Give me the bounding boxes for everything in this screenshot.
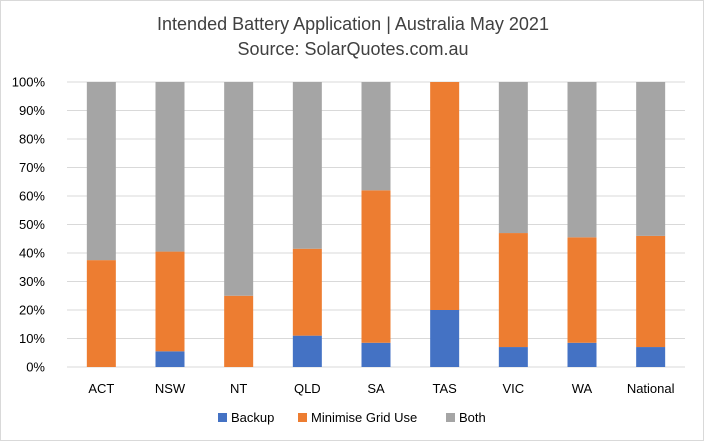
bar-segment: [292, 82, 322, 249]
x-tick-label: WA: [572, 381, 593, 396]
legend: Backup Minimise Grid Use Both: [218, 410, 486, 425]
y-tick-label: 90%: [19, 103, 45, 118]
y-tick-label: 60%: [19, 189, 45, 204]
y-tick-label: 10%: [19, 331, 45, 346]
bar-segment: [361, 342, 391, 367]
x-tick-label: NSW: [155, 381, 186, 396]
bar-segment: [636, 235, 666, 348]
x-tick-label: TAS: [433, 381, 458, 396]
y-tick-label: 70%: [19, 160, 45, 175]
x-tick-label: NT: [230, 381, 247, 396]
y-tick-label: 100%: [12, 75, 46, 90]
bar-segment: [498, 82, 528, 234]
bar-segment: [86, 82, 116, 261]
bar-segment: [155, 82, 185, 252]
x-tick-label: VIC: [502, 381, 524, 396]
legend-label: Minimise Grid Use: [311, 410, 417, 425]
bar-segment: [430, 310, 460, 367]
bar-segment: [361, 82, 391, 191]
y-tick-label: 0%: [26, 360, 45, 375]
bar-segment: [292, 248, 322, 336]
x-tick-label: National: [627, 381, 675, 396]
y-tick-label: 20%: [19, 303, 45, 318]
bar-segment: [430, 82, 460, 310]
bar-segment: [155, 351, 185, 367]
bar-segment: [155, 251, 185, 352]
bar-segment: [567, 82, 597, 238]
bar-segment: [361, 190, 391, 343]
bar-segment: [498, 233, 528, 348]
legend-label: Backup: [231, 410, 274, 425]
legend-swatch: [446, 413, 455, 422]
x-axis-ticks: ACT NSW NT QLD SA TAS VIC WA National: [88, 381, 674, 396]
bar-segment: [498, 347, 528, 367]
legend-swatch: [298, 413, 307, 422]
x-tick-label: ACT: [88, 381, 114, 396]
x-tick-label: SA: [367, 381, 385, 396]
bar-segment: [636, 82, 666, 236]
bar-segment: [636, 347, 666, 367]
bar-segment: [567, 342, 597, 367]
bar-segment: [567, 237, 597, 343]
chart-subtitle: Source: SolarQuotes.com.au: [237, 39, 468, 59]
bars: [86, 82, 666, 367]
y-tick-label: 30%: [19, 274, 45, 289]
bar-segment: [224, 295, 254, 367]
bar-segment: [224, 82, 254, 296]
chart-title: Intended Battery Application | Australia…: [157, 14, 549, 34]
bar-segment: [292, 335, 322, 367]
y-tick-label: 50%: [19, 217, 45, 232]
bar-segment: [86, 260, 116, 367]
y-axis-ticks: 0% 10% 20% 30% 40% 50% 60% 70% 80% 90% 100%: [12, 75, 46, 375]
legend-swatch: [218, 413, 227, 422]
y-tick-label: 40%: [19, 246, 45, 261]
y-tick-label: 80%: [19, 132, 45, 147]
x-tick-label: QLD: [294, 381, 321, 396]
legend-label: Both: [459, 410, 486, 425]
